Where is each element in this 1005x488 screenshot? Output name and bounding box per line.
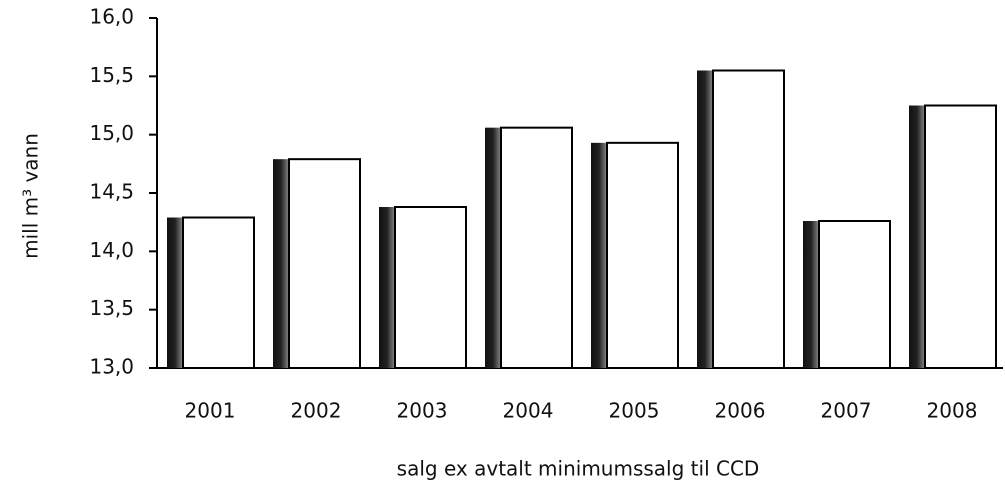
x-tick-label: 2002 [291,399,342,423]
bar-shade [909,105,925,368]
bar-face [924,104,997,369]
x-tick-label: 2004 [503,399,554,423]
bar-face [606,141,679,369]
bar [273,158,361,369]
bar-face [712,69,785,369]
y-axis-label: mill m³ vann [19,133,43,259]
y-tick-label: 13,5 [89,296,134,320]
bar-shade [803,221,819,368]
bar [803,220,891,369]
bar-face [818,220,891,369]
x-tick-label: 2003 [397,399,448,423]
x-tick-label: 2005 [609,399,660,423]
x-tick-label: 2001 [185,399,236,423]
bar-face [394,206,467,369]
x-axis-label: salg ex avtalt minimumssalg til CCD [397,457,760,481]
bar-shade [485,127,501,369]
bar [379,206,467,369]
bar-shade [167,217,183,368]
bar-shade [379,207,395,368]
y-tick-label: 15,0 [89,121,134,145]
bar-shade [273,159,289,368]
bar-shade [591,142,607,368]
bar [591,141,679,369]
x-tick-label: 2006 [715,399,766,423]
y-tick-label: 15,5 [89,63,134,87]
y-tick-label: 14,0 [89,238,134,262]
bar [909,104,997,369]
bar-face [500,126,573,369]
bar [485,126,573,369]
x-tick-label: 2007 [821,399,872,423]
y-tick-label: 14,5 [89,180,134,204]
y-tick-label: 16,0 [89,5,134,29]
bar-face [288,158,361,369]
bar [697,69,785,369]
x-tick-label: 2008 [927,399,978,423]
bar-face [182,216,255,369]
bar [167,216,255,369]
bar-shade [697,70,713,368]
y-tick-label: 13,0 [89,355,134,379]
